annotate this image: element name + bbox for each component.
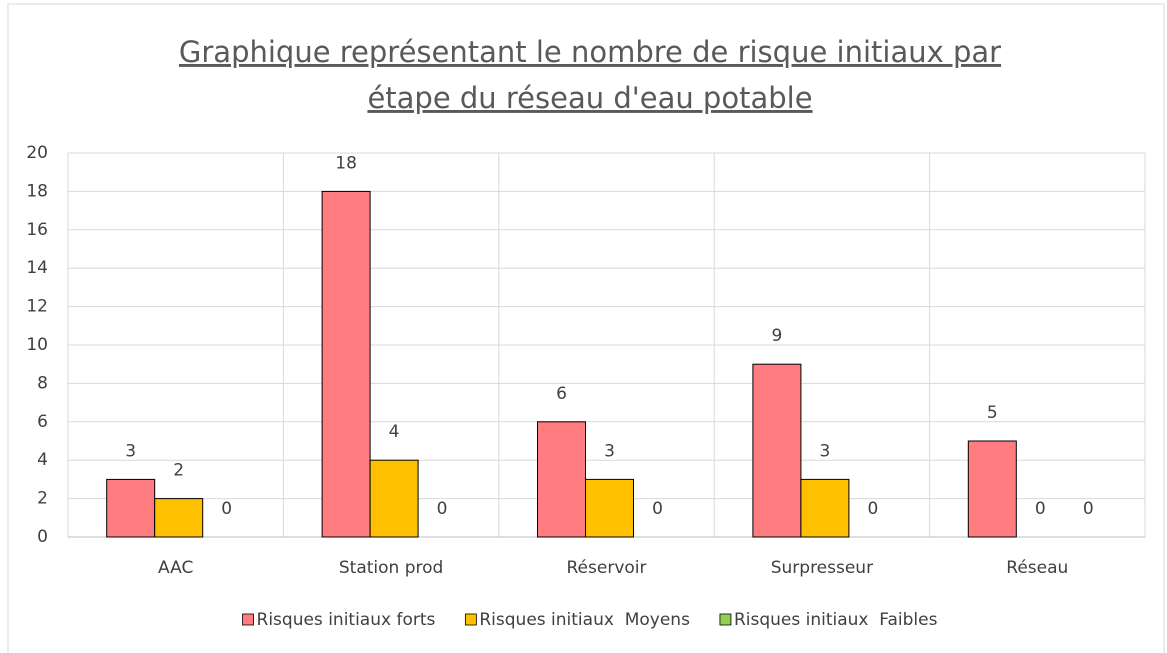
data-label: 0 xyxy=(221,499,232,519)
legend-swatch xyxy=(242,613,254,626)
y-tick-label: 14 xyxy=(26,258,48,278)
data-label: 3 xyxy=(604,441,615,461)
bar xyxy=(537,421,586,538)
data-label: 0 xyxy=(652,499,663,519)
x-tick-label: Station prod xyxy=(339,558,443,578)
bar xyxy=(369,459,419,538)
y-tick-label: 2 xyxy=(37,489,48,509)
legend-label: Risques initiaux Moyens xyxy=(479,610,690,630)
legend-swatch xyxy=(464,613,477,626)
legend-label: Risques initiaux forts xyxy=(257,610,436,630)
data-label: 5 xyxy=(987,403,998,423)
bar xyxy=(154,498,204,538)
data-label: 18 xyxy=(335,153,357,173)
y-tick-label: 4 xyxy=(37,450,48,470)
y-tick-label: 12 xyxy=(26,297,48,317)
y-tick-label: 10 xyxy=(26,335,48,355)
y-tick-label: 8 xyxy=(37,373,48,393)
bar xyxy=(106,478,156,538)
data-label: 3 xyxy=(125,441,136,461)
y-tick-label: 18 xyxy=(26,181,48,201)
data-label: 4 xyxy=(389,422,400,442)
bar xyxy=(967,440,1017,538)
y-tick-label: 6 xyxy=(37,412,48,432)
x-tick-label: Réseau xyxy=(1006,558,1068,578)
data-label: 2 xyxy=(173,461,184,481)
data-label: 3 xyxy=(819,441,830,461)
y-tick-label: 0 xyxy=(37,527,48,547)
bar xyxy=(752,363,802,538)
data-label: 0 xyxy=(867,499,878,519)
legend-swatch xyxy=(719,613,732,626)
x-tick-label: AAC xyxy=(158,558,193,578)
bar xyxy=(585,478,634,538)
y-tick-label: 16 xyxy=(26,220,48,240)
data-label: 9 xyxy=(771,326,782,346)
data-label: 0 xyxy=(437,499,448,519)
bar xyxy=(800,478,850,538)
data-label: 0 xyxy=(1035,499,1046,519)
data-label: 6 xyxy=(556,384,567,404)
chart-frame xyxy=(7,3,1165,653)
y-tick-label: 20 xyxy=(26,143,48,163)
x-tick-label: Réservoir xyxy=(567,558,647,578)
bar xyxy=(321,190,371,538)
data-label: 0 xyxy=(1083,499,1094,519)
legend-label: Risques initiaux Faibles xyxy=(734,610,938,630)
chart-title: étape du réseau d'eau potable xyxy=(367,81,812,115)
chart-title: Graphique représentant le nombre de risq… xyxy=(179,35,1001,69)
x-tick-label: Surpresseur xyxy=(771,558,873,578)
